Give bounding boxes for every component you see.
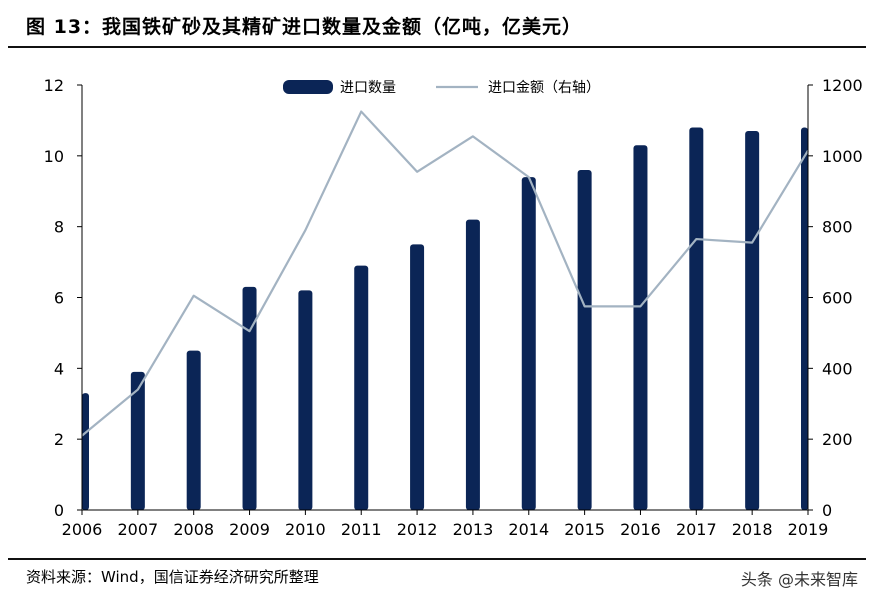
- bar-2006: [82, 393, 89, 510]
- bar-2009: [242, 286, 257, 510]
- bar-2014: [521, 177, 536, 511]
- bar-2007: [130, 371, 145, 510]
- x-tick-label: 2018: [732, 520, 773, 539]
- x-tick-label: 2007: [117, 520, 158, 539]
- series-line-amount: [81, 110, 809, 437]
- bar-2015: [577, 170, 592, 510]
- legend-label-bar: 进口数量: [340, 80, 396, 96]
- x-tick-label: 2011: [341, 520, 382, 539]
- x-tick-label: 2019: [788, 520, 829, 539]
- x-tick-label: 2015: [564, 520, 605, 539]
- watermark-label: 头条 @未来智库: [740, 570, 858, 589]
- y-left-tick-label: 6: [54, 289, 64, 308]
- x-tick-label: 2010: [285, 520, 326, 539]
- x-tick-label: 2012: [397, 520, 438, 539]
- x-tick-label: 2017: [676, 520, 717, 539]
- y-right-tick-label: 1000: [822, 147, 863, 166]
- legend-swatch-bar: [283, 80, 333, 94]
- y-left-tick-label: 12: [44, 76, 64, 95]
- y-left-tick-label: 10: [44, 147, 64, 166]
- legend-label-line: 进口金额（右轴）: [488, 80, 600, 96]
- title-divider: [8, 46, 866, 48]
- y-right-tick-label: 400: [822, 359, 853, 378]
- y-right-tick-label: 600: [822, 289, 853, 308]
- source-note: 资料来源：Wind，国信证券经济研究所整理: [26, 568, 319, 586]
- y-right-tick-label: 1200: [822, 76, 863, 95]
- bar-2019: [801, 127, 808, 510]
- footer-divider: [8, 558, 866, 560]
- bar-2011: [354, 265, 369, 510]
- bar-2013: [465, 219, 480, 511]
- x-tick-label: 2013: [453, 520, 494, 539]
- bar-2016: [633, 145, 648, 511]
- x-tick-label: 2014: [508, 520, 549, 539]
- y-left-tick-label: 8: [54, 218, 64, 237]
- bar-2018: [745, 131, 760, 510]
- page-title: 图 13：我国铁矿砂及其精矿进口数量及金额（亿吨，亿美元）: [26, 16, 583, 38]
- y-right-tick-label: 200: [822, 430, 853, 449]
- x-tick-label: 2006: [62, 520, 103, 539]
- bar-2012: [410, 244, 425, 510]
- x-tick-label: 2016: [620, 520, 661, 539]
- y-left-tick-label: 4: [54, 359, 64, 378]
- x-tick-label: 2008: [173, 520, 214, 539]
- y-left-tick-label: 2: [54, 430, 64, 449]
- bar-2017: [689, 127, 704, 510]
- y-right-tick-label: 0: [822, 501, 832, 520]
- bar-2008: [186, 350, 201, 510]
- x-tick-label: 2009: [229, 520, 270, 539]
- y-right-tick-label: 800: [822, 218, 853, 237]
- y-left-tick-label: 0: [54, 501, 64, 520]
- bar-2010: [298, 290, 313, 510]
